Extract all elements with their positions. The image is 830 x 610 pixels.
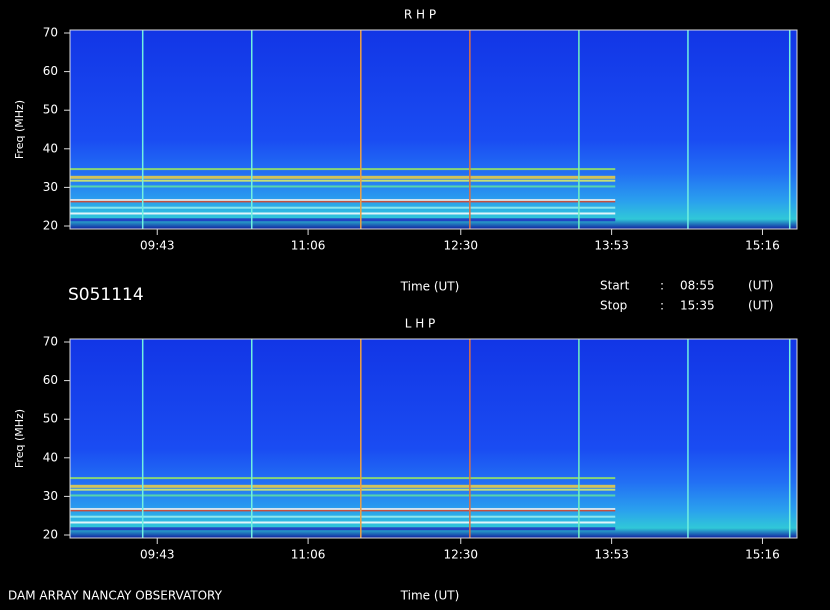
observation-id: S051114 (68, 285, 144, 305)
y-tick-label: 60 (43, 64, 58, 78)
emission-band (70, 484, 616, 488)
plot-frame (69, 338, 798, 539)
x-tick-label: 11:06 (291, 548, 326, 562)
x-tick-label: 12:30 (443, 548, 478, 562)
y-tick-label: 70 (43, 335, 58, 349)
emission-band (70, 218, 616, 222)
emission-band (70, 206, 616, 209)
emission-band (70, 527, 616, 531)
emission-band (70, 515, 616, 518)
x-tick-label: 09:43 (140, 239, 175, 253)
x-tick-label: 15:16 (745, 548, 780, 562)
x-tick-label: 12:30 (443, 239, 478, 253)
x-axis-label: Time (UT) (400, 280, 460, 294)
panel-title: R H P (404, 8, 436, 22)
y-tick-label: 60 (43, 373, 58, 387)
x-axis-label: Time (UT) (400, 589, 460, 603)
stop-label: Stop (600, 299, 627, 313)
y-axis-label: Freq (MHz) (13, 100, 26, 159)
emission-band (70, 521, 616, 524)
start-time: 08:55 (680, 279, 715, 293)
emission-band (70, 200, 616, 203)
y-tick-label: 50 (43, 103, 58, 117)
emission-band (70, 488, 616, 491)
y-axis-label: Freq (MHz) (13, 409, 26, 468)
y-tick-label: 50 (43, 412, 58, 426)
emission-band (70, 185, 616, 188)
stop-unit: (UT) (748, 299, 773, 313)
emission-band (70, 494, 616, 497)
emission-band (70, 507, 616, 510)
y-tick-label: 30 (43, 489, 58, 503)
plot-frame (69, 29, 798, 230)
emission-band (70, 175, 616, 179)
emission-band (70, 477, 616, 480)
y-tick-label: 20 (43, 219, 58, 233)
footer: DAM ARRAY NANCAY OBSERVATORY (8, 589, 223, 603)
emission-band (70, 509, 616, 512)
y-tick-label: 40 (43, 141, 58, 155)
start-sep: : (660, 279, 664, 293)
start-unit: (UT) (748, 279, 773, 293)
panel-title: L H P (405, 317, 436, 331)
x-tick-label: 15:16 (745, 239, 780, 253)
spectrogram-area (70, 339, 797, 538)
x-tick-label: 13:53 (594, 548, 629, 562)
y-tick-label: 40 (43, 450, 58, 464)
emission-band (70, 198, 616, 201)
y-tick-label: 20 (43, 528, 58, 542)
start-label: Start (600, 279, 630, 293)
stop-sep: : (660, 299, 664, 313)
x-tick-label: 09:43 (140, 548, 175, 562)
emission-band (70, 168, 616, 171)
x-tick-label: 11:06 (291, 239, 326, 253)
stop-time: 15:35 (680, 299, 715, 313)
y-tick-label: 70 (43, 26, 58, 40)
spectrogram-area (70, 30, 797, 229)
x-tick-label: 13:53 (594, 239, 629, 253)
emission-band (70, 179, 616, 182)
y-tick-label: 30 (43, 180, 58, 194)
emission-band (70, 212, 616, 215)
